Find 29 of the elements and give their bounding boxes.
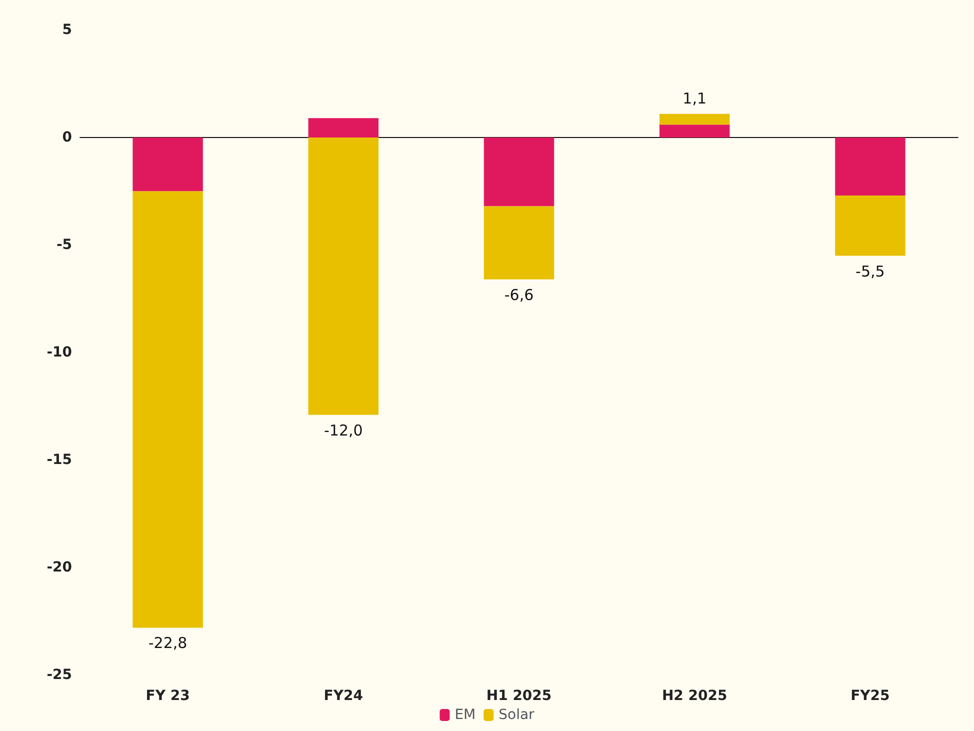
bar — [132, 138, 203, 192]
legend-label: EM — [454, 707, 476, 723]
bar — [835, 196, 906, 256]
bar — [484, 138, 554, 206]
y-tick-label: -25 — [46, 667, 72, 683]
x-tick-label: FY24 — [324, 688, 364, 704]
total-label: -6,6 — [504, 286, 534, 304]
bar — [835, 138, 906, 196]
x-tick-label: H2 2025 — [662, 688, 728, 704]
y-tick-label: 0 — [62, 130, 72, 146]
bar — [659, 124, 730, 138]
legend-label: Solar — [498, 707, 535, 723]
y-tick-label: 5 — [62, 22, 72, 38]
y-tick-label: -5 — [56, 237, 72, 253]
total-label: -5,5 — [856, 262, 885, 280]
total-label: 1,1 — [682, 89, 707, 108]
total-label: -22,8 — [148, 634, 188, 652]
y-tick-label: -20 — [46, 560, 72, 576]
bar — [659, 114, 730, 125]
total-label: -12,0 — [324, 421, 363, 440]
x-tick-label: FY25 — [850, 688, 890, 704]
bar — [308, 138, 379, 415]
y-tick-label: -15 — [46, 452, 72, 468]
bar — [484, 206, 554, 280]
y-tick-label: -10 — [46, 344, 72, 360]
bar — [132, 191, 203, 628]
x-tick-label: H1 2025 — [486, 688, 552, 704]
x-tick-label: FY 23 — [146, 688, 190, 704]
bar — [308, 118, 379, 138]
